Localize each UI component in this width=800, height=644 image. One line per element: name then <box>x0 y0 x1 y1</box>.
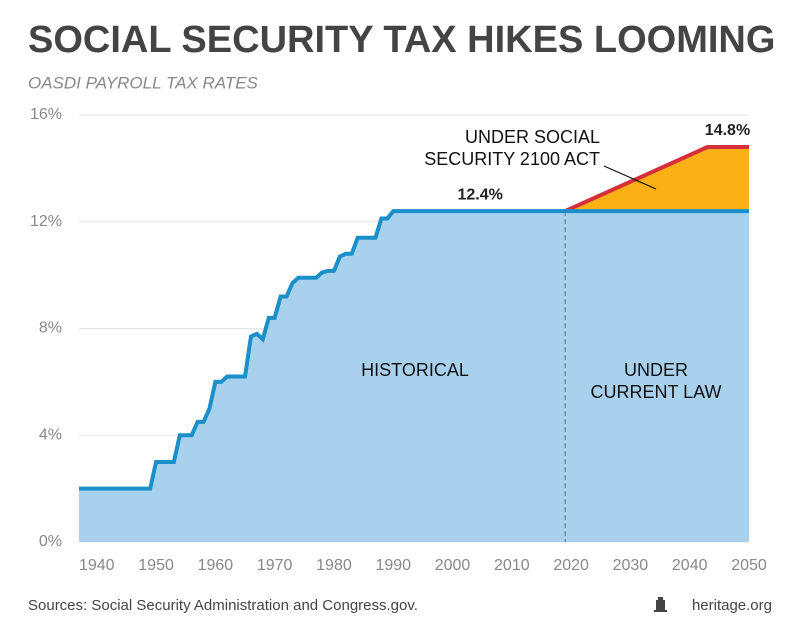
value-label: 14.8% <box>705 122 750 139</box>
x-tick-label: 1940 <box>79 557 115 574</box>
x-tick-label: 1970 <box>257 557 293 574</box>
x-tick-label: 2030 <box>613 557 649 574</box>
x-tick-label: 2020 <box>553 557 589 574</box>
annotation: HISTORICAL <box>361 360 469 380</box>
x-tick-label: 1960 <box>198 557 234 574</box>
annotation: SECURITY 2100 ACT <box>424 149 600 169</box>
x-tick-label: 1990 <box>375 557 411 574</box>
x-tick-label: 2040 <box>672 557 708 574</box>
value-label: 12.4% <box>458 186 503 203</box>
chart-title: SOCIAL SECURITY TAX HIKES LOOMING <box>28 19 775 61</box>
x-tick-label: 2010 <box>494 557 530 574</box>
area-fill <box>565 211 749 542</box>
x-tick-label: 2050 <box>731 557 767 574</box>
annotation-pointer <box>603 165 657 190</box>
area-fill <box>79 211 566 542</box>
area-fill <box>565 147 749 212</box>
y-tick-label: 16% <box>30 106 62 123</box>
y-tick-label: 0% <box>39 533 62 550</box>
source: Sources: Social Security Administration … <box>28 597 418 614</box>
brand-icon <box>654 597 667 612</box>
x-tick-label: 1950 <box>138 557 174 574</box>
series-line <box>564 145 749 213</box>
chart-subtitle: OASDI PAYROLL TAX RATES <box>28 73 259 92</box>
x-tick-label: 2000 <box>435 557 471 574</box>
annotation: UNDER SOCIAL <box>465 127 600 147</box>
brand: heritage.org <box>692 597 772 614</box>
y-tick-label: 4% <box>39 426 62 443</box>
annotation: UNDER <box>624 360 688 380</box>
annotation: CURRENT LAW <box>590 382 721 402</box>
series-line <box>79 209 566 491</box>
y-tick-label: 12% <box>30 213 62 230</box>
y-tick-label: 8% <box>39 320 62 337</box>
x-tick-label: 1980 <box>316 557 352 574</box>
